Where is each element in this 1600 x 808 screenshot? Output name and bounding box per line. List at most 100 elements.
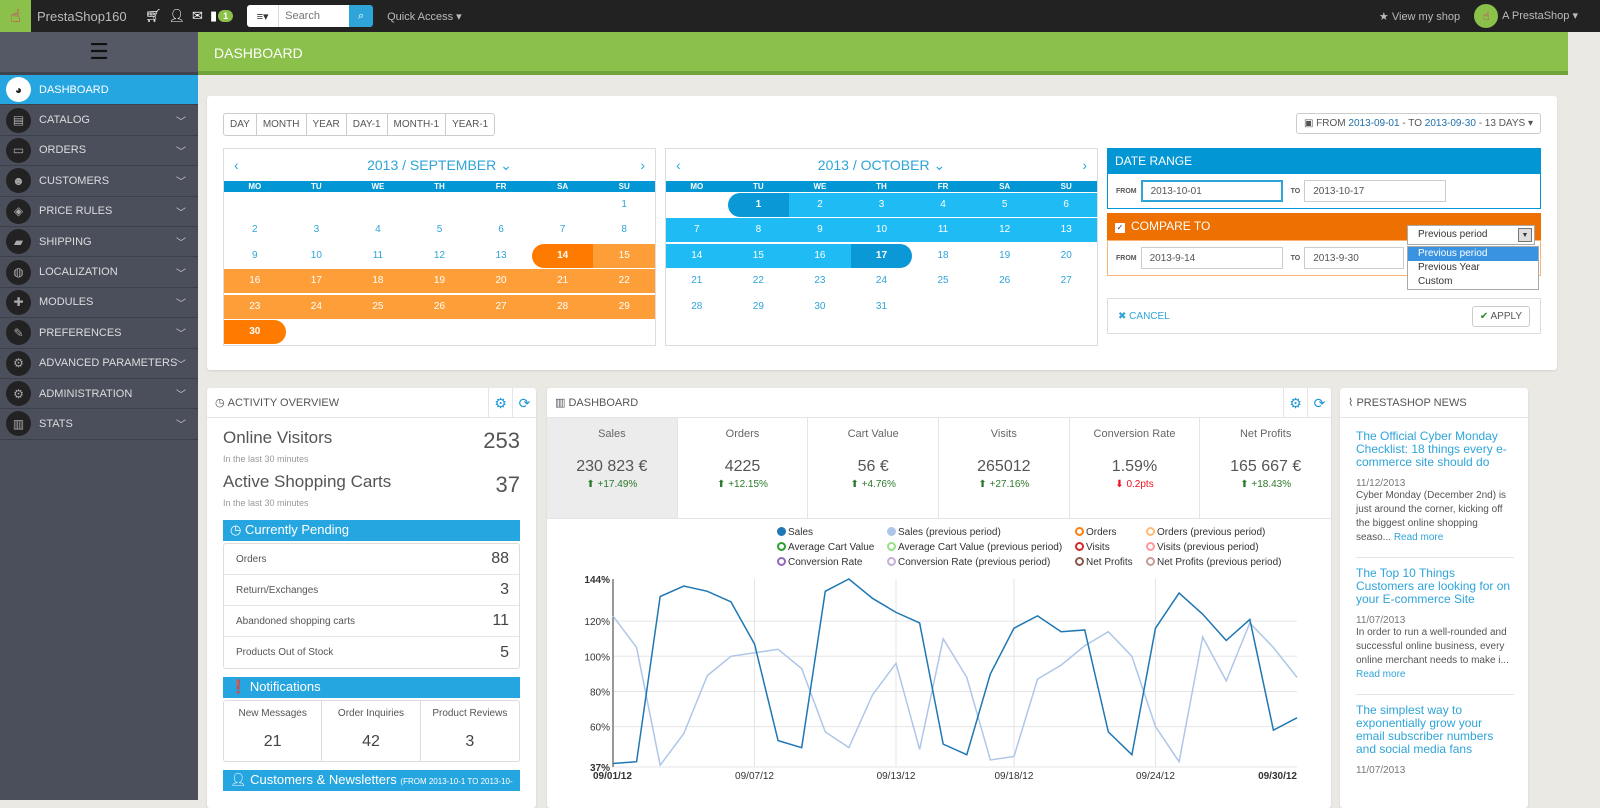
kpi-cart-value[interactable]: Cart Value 56 € ⬆ +4.76% [808, 418, 939, 518]
prestashop-logo-icon[interactable]: ☝ [0, 0, 31, 32]
calendar-day[interactable]: 2 [789, 192, 851, 217]
refresh-icon[interactable]: ⟳ [1307, 388, 1331, 418]
news-headline-link[interactable]: The Top 10 Things Customers are looking … [1356, 566, 1511, 606]
news-headline-link[interactable]: The simplest way to exponentially grow y… [1356, 703, 1494, 756]
calendar-day[interactable]: 4 [375, 224, 381, 236]
chevron-down-icon[interactable]: ﹀ [176, 207, 186, 219]
legend-item[interactable]: Orders [1075, 527, 1146, 538]
next-month-button[interactable]: › [640, 157, 645, 173]
preset-year-1[interactable]: YEAR-1 [452, 119, 489, 130]
customer-icon[interactable]: 👤︎ [168, 8, 186, 23]
calendar-title[interactable]: 2013 / SEPTEMBER ⌄ [367, 156, 512, 173]
preset-day[interactable]: DAY [224, 114, 257, 135]
calendar-day[interactable]: 12 [433, 249, 446, 261]
compare-checkbox[interactable]: ✓ [1115, 223, 1125, 233]
calendar-day[interactable]: 22 [593, 269, 655, 294]
sidebar-item-advanced-parameters[interactable]: ⚙ ADVANCED PARAMETERS ﹀ [0, 349, 198, 379]
calendar-day[interactable]: 1 [621, 198, 627, 210]
calendar-day[interactable]: 5 [436, 224, 443, 236]
calendar-day[interactable]: 13 [1035, 218, 1097, 243]
configure-gear-icon[interactable]: ⚙ [1283, 388, 1307, 418]
preset-year[interactable]: YEAR [307, 114, 347, 135]
calendar-day[interactable]: 27 [1060, 275, 1072, 287]
calendar-day[interactable]: 9 [789, 218, 851, 243]
calendar-day[interactable]: 30 [814, 300, 826, 312]
calendar-day[interactable]: 23 [224, 294, 286, 319]
legend-item[interactable]: Average Cart Value [777, 542, 887, 553]
calendar-day[interactable]: 7 [666, 218, 728, 243]
preset-month[interactable]: MONTH [257, 114, 307, 135]
legend-item[interactable]: Conversion Rate [777, 557, 887, 568]
calendar-day[interactable]: 30 [224, 320, 286, 345]
calendar-day[interactable]: 17 [285, 269, 348, 294]
chevron-down-icon[interactable]: ﹀ [176, 359, 186, 371]
page-scrollbar[interactable] [1568, 32, 1600, 800]
calendar-day[interactable]: 14 [666, 243, 728, 268]
calendar-day[interactable]: 31 [875, 300, 888, 312]
calendar-day[interactable]: 25 [937, 275, 949, 287]
configure-gear-icon[interactable]: ⚙ [488, 388, 512, 418]
calendar-day[interactable]: 24 [875, 275, 888, 287]
sidebar-item-price-rules[interactable]: ◈ PRICE RULES ﹀ [0, 197, 198, 227]
sidebar-item-preferences[interactable]: ✎ PREFERENCES ﹀ [0, 318, 198, 349]
calendar-day[interactable]: 11 [912, 218, 974, 243]
sidebar-item-modules[interactable]: ✚ MODULES ﹀ [0, 288, 198, 319]
calendar-day[interactable]: 28 [691, 300, 703, 312]
compare-to-input[interactable] [1304, 247, 1405, 269]
kpi-net-profits[interactable]: Net Profits 165 667 € ⬆ +18.43% [1200, 418, 1331, 518]
sidebar-item-catalog[interactable]: ▤ CATALOG ﹀ [0, 105, 198, 136]
chevron-down-icon[interactable]: ﹀ [176, 298, 186, 310]
refresh-icon[interactable]: ⟳ [512, 388, 536, 418]
next-month-button[interactable]: › [1082, 157, 1087, 173]
calendar-day[interactable]: 21 [691, 275, 703, 287]
dropdown-arrow-icon[interactable]: ▼ [1518, 228, 1532, 242]
pending-row[interactable]: Products Out of Stock 5 [224, 637, 519, 668]
search-type-dropdown[interactable]: ≡▾ [247, 5, 280, 27]
calendar-day[interactable]: 24 [285, 294, 348, 319]
calendar-day[interactable]: 17 [850, 243, 913, 268]
calendar-day[interactable]: 20 [470, 269, 532, 294]
calendar-day[interactable]: 4 [912, 192, 974, 217]
legend-item[interactable]: Visits [1075, 542, 1146, 553]
read-more-link[interactable]: Read more [1356, 669, 1406, 680]
prev-month-button[interactable]: ‹ [676, 157, 681, 173]
calendar-day[interactable]: 12 [973, 218, 1036, 243]
compare-option[interactable]: Custom [1418, 276, 1453, 287]
calendar-day[interactable]: 20 [1060, 249, 1072, 261]
calendar-title[interactable]: 2013 / OCTOBER ⌄ [817, 156, 946, 173]
calendar-day[interactable]: 7 [559, 224, 566, 236]
calendar-day[interactable]: 6 [498, 224, 504, 236]
chevron-down-icon[interactable]: ﹀ [176, 420, 186, 432]
date-range-button[interactable]: ▣ FROM 2013-09-01 - TO 2013-09-30 - 13 D… [1295, 113, 1541, 134]
legend-item[interactable]: Net Profits (previous period) [1146, 557, 1286, 568]
calendar-day[interactable]: 16 [789, 243, 851, 268]
mail-icon[interactable]: ✉ [192, 8, 203, 23]
compare-period-select[interactable]: Previous period ▼ [1407, 225, 1535, 245]
calendar-day[interactable]: 28 [531, 294, 594, 319]
preset-month-1[interactable]: MONTH-1 [388, 114, 447, 135]
legend-item[interactable]: Average Cart Value (previous period) [887, 542, 1075, 553]
legend-item[interactable]: Net Profits [1075, 557, 1146, 568]
bookmark-icon[interactable]: ▮ [209, 8, 218, 23]
preset-day-1[interactable]: DAY-1 [347, 114, 388, 135]
sidebar-item-stats[interactable]: ▥ STATS ﹀ [0, 409, 198, 440]
calendar-day[interactable]: 19 [408, 269, 471, 294]
calendar-day[interactable]: 3 [313, 224, 320, 236]
chevron-down-icon[interactable]: ﹀ [176, 329, 186, 341]
chevron-down-icon[interactable]: ﹀ [176, 177, 186, 189]
calendar-day[interactable]: 2 [252, 224, 258, 236]
calendar-day[interactable]: 29 [752, 300, 764, 312]
sidebar-item-orders[interactable]: ▭ ORDERS ﹀ [0, 136, 198, 167]
calendar-day[interactable]: 29 [593, 294, 655, 319]
notification-cell[interactable]: Product Reviews 3 [421, 701, 519, 761]
chevron-down-icon[interactable]: ﹀ [176, 238, 186, 250]
calendar-day[interactable]: 15 [593, 243, 655, 268]
view-shop-link[interactable]: ★ View my shop [1379, 10, 1460, 23]
date-from-input[interactable] [1140, 180, 1283, 202]
pending-row[interactable]: Abandoned shopping carts 11 [224, 606, 519, 637]
calendar-day[interactable]: 3 [850, 192, 913, 217]
calendar-day[interactable]: 27 [470, 294, 532, 319]
legend-item[interactable]: Orders (previous period) [1146, 527, 1286, 538]
legend-item[interactable]: Sales [777, 527, 887, 538]
apply-button[interactable]: ✔ APPLY [1471, 305, 1530, 327]
